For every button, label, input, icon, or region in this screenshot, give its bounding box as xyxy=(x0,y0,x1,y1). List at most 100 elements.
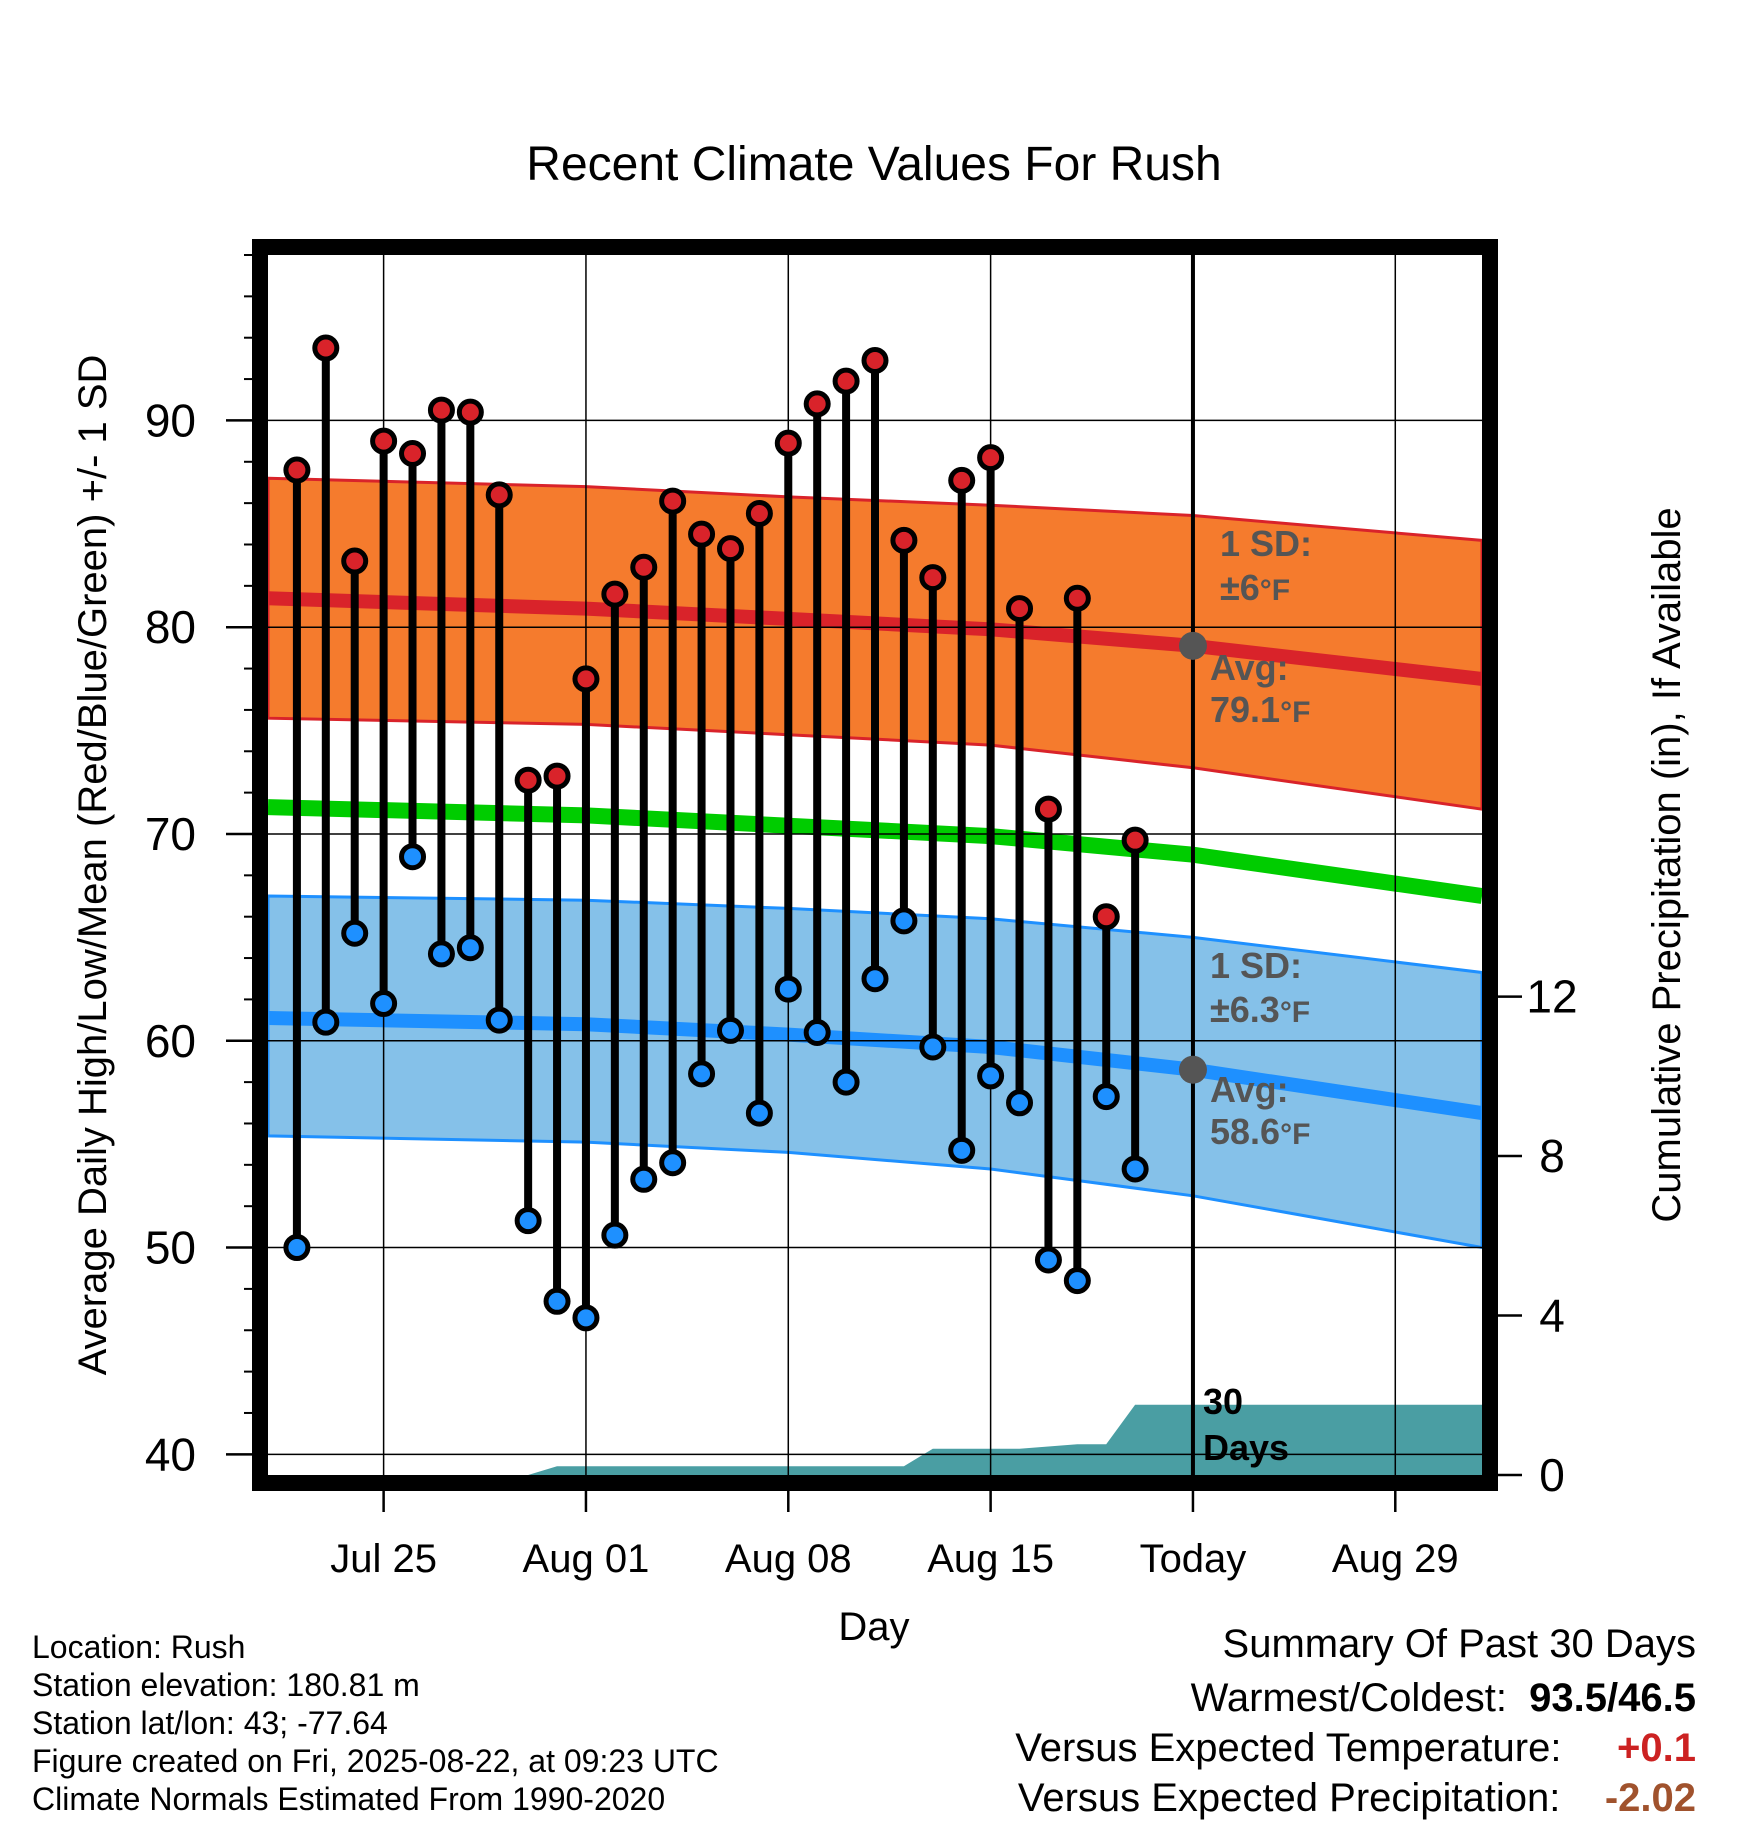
low-sd-value: ±6.3°F xyxy=(1210,989,1310,1030)
left-tick-label: 90 xyxy=(145,394,196,446)
daily-low-point xyxy=(1063,1267,1091,1295)
daily-low-point xyxy=(630,1165,658,1193)
low-avg-number: 58.6 xyxy=(1210,1111,1280,1152)
right-axis-ticks: 0 4 8 12 xyxy=(1498,971,1578,1501)
daily-low-point xyxy=(543,1287,571,1315)
low-sd-unit: °F xyxy=(1280,996,1310,1029)
daily-high-point xyxy=(774,429,802,457)
daily-low-point xyxy=(1092,1083,1120,1111)
mean-temperature-line xyxy=(267,799,1484,904)
footer-info: Location: Rush Station elevation: 180.81… xyxy=(32,1628,719,1818)
summary-heading: Summary Of Past 30 Days xyxy=(1222,1622,1696,1666)
low-avg-value: 58.6°F xyxy=(1210,1111,1310,1152)
x-tick-label: Today xyxy=(1140,1537,1247,1581)
right-tick-label: 8 xyxy=(1539,1130,1565,1182)
daily-high-point xyxy=(919,564,947,592)
daily-high-point xyxy=(283,456,311,484)
high-avg-unit: °F xyxy=(1280,696,1310,729)
summary-warm-cold: Warmest/Coldest: 93.5/46.5 xyxy=(1191,1674,1696,1722)
today-low-normal-marker xyxy=(1178,1055,1207,1084)
left-axis-label: Average Daily High/Low/Mean (Red/Blue/Gr… xyxy=(71,355,115,1376)
daily-high-point xyxy=(427,396,455,424)
x-tick-label: Jul 25 xyxy=(330,1537,437,1581)
daily-high-point xyxy=(1034,795,1062,823)
plot-frame xyxy=(252,239,1498,1491)
right-tick-label: 12 xyxy=(1526,971,1577,1023)
daily-low-point xyxy=(861,965,889,993)
daily-low-point xyxy=(283,1234,311,1262)
daily-low-point xyxy=(312,1008,340,1036)
summary-warm-cold-value: 93.5/46.5 xyxy=(1529,1676,1696,1720)
summary-warm-cold-label: Warmest/Coldest: xyxy=(1190,1676,1507,1720)
daily-low-point xyxy=(832,1068,860,1096)
daily-low-point xyxy=(745,1099,773,1127)
summary-precip-value: -2.02 xyxy=(1604,1776,1696,1820)
daily-low-point xyxy=(572,1304,600,1332)
daily-low-point xyxy=(688,1060,716,1088)
summary-precip: Versus Expected Precipitation: -2.02 xyxy=(1018,1774,1696,1822)
daily-low-point xyxy=(1034,1246,1062,1274)
daily-high-point xyxy=(1006,595,1034,623)
footer-location: Location: Rush xyxy=(32,1629,246,1665)
daily-high-point xyxy=(659,487,687,515)
daily-low-point xyxy=(427,940,455,968)
left-tick-label: 40 xyxy=(145,1428,196,1480)
daily-high-point xyxy=(948,466,976,494)
daily-high-point xyxy=(370,427,398,455)
daily-high-point xyxy=(688,520,716,548)
high-sd-label: 1 SD: xyxy=(1220,523,1312,564)
daily-low-point xyxy=(659,1149,687,1177)
daily-low-point xyxy=(1121,1155,1149,1183)
daily-high-point xyxy=(341,547,369,575)
high-avg-number: 79.1 xyxy=(1210,689,1280,730)
daily-low-point xyxy=(977,1062,1005,1090)
daily-high-point xyxy=(977,444,1005,472)
low-sd-number: ±6.3 xyxy=(1210,989,1280,1030)
low-avg-label: Avg: xyxy=(1210,1069,1289,1110)
daily-low-point xyxy=(485,1006,513,1034)
daily-high-point xyxy=(803,390,831,418)
daily-low-point xyxy=(370,990,398,1018)
footer-latlon: Station lat/lon: 43; -77.64 xyxy=(32,1705,388,1741)
daily-low-point xyxy=(1006,1089,1034,1117)
summary-precip-label: Versus Expected Precipitation: xyxy=(1017,1776,1561,1820)
summary-temp-label: Versus Expected Temperature: xyxy=(1015,1726,1562,1770)
precipitation-area xyxy=(268,1404,1482,1475)
footer-normals: Climate Normals Estimated From 1990-2020 xyxy=(32,1781,666,1817)
daily-high-point xyxy=(716,535,744,563)
daily-high-point xyxy=(312,334,340,362)
daily-low-point xyxy=(803,1018,831,1046)
summary-temp-value: +0.1 xyxy=(1617,1726,1696,1770)
left-tick-label: 50 xyxy=(145,1222,196,1274)
x-tick-label: Aug 15 xyxy=(927,1537,1054,1581)
chart-title: Recent Climate Values For Rush xyxy=(526,138,1221,191)
x-tick-label: Aug 01 xyxy=(523,1537,650,1581)
daily-high-point xyxy=(514,766,542,794)
daily-high-point xyxy=(890,526,918,554)
daily-high-point xyxy=(1121,826,1149,854)
daily-high-point xyxy=(861,346,889,374)
footer-elevation: Station elevation: 180.81 m xyxy=(32,1667,420,1703)
daily-low-point xyxy=(716,1016,744,1044)
daily-high-point xyxy=(1092,903,1120,931)
daily-low-point xyxy=(601,1221,629,1249)
high-avg-label: Avg: xyxy=(1210,647,1289,688)
daily-high-point xyxy=(832,367,860,395)
daily-low-point xyxy=(341,919,369,947)
high-avg-value: 79.1°F xyxy=(1210,689,1310,730)
x-axis-ticks: Jul 25 Aug 01 Aug 08 Aug 15 Today Aug 29 xyxy=(330,1491,1459,1581)
x-tick-label: Aug 29 xyxy=(1332,1537,1459,1581)
daily-high-point xyxy=(745,499,773,527)
high-mean-line xyxy=(267,591,1483,686)
high-sd-number: ±6 xyxy=(1220,567,1260,608)
right-axis-label: Cumulative Precipitation (in), If Availa… xyxy=(1645,507,1689,1222)
daily-low-point xyxy=(890,907,918,935)
daily-high-point xyxy=(572,665,600,693)
high-sd-unit: °F xyxy=(1260,574,1290,607)
daily-high-point xyxy=(1063,584,1091,612)
daily-low-point xyxy=(774,975,802,1003)
daily-low-point xyxy=(948,1136,976,1164)
daily-low-point xyxy=(399,843,427,871)
left-tick-label: 60 xyxy=(145,1015,196,1067)
